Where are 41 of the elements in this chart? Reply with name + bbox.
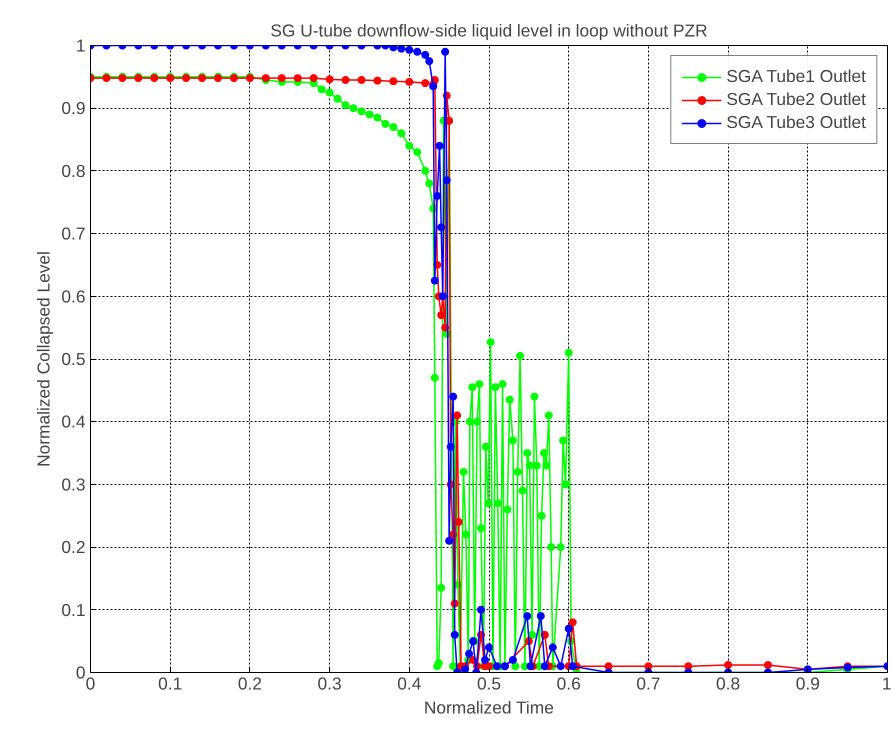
y-tick-label: 0.8 — [61, 160, 86, 181]
point — [342, 76, 350, 84]
x-tick-label: 0.5 — [476, 674, 502, 694]
point — [568, 618, 577, 626]
point — [326, 75, 334, 84]
y-axis-title: Normalized Collapsed Level — [33, 251, 54, 467]
legend-label: SGA Tube3 Outlet — [726, 112, 866, 133]
y-tick-label: 0.5 — [61, 349, 86, 369]
y-tick-label: 0.2 — [61, 537, 86, 558]
point — [421, 79, 430, 88]
point — [454, 518, 463, 526]
point — [453, 411, 462, 420]
x-tick-label: 0.6 — [556, 674, 581, 694]
point — [278, 74, 286, 82]
x-tick-label: 0.9 — [796, 674, 820, 694]
point — [310, 74, 318, 82]
point — [405, 78, 414, 86]
x-axis-title: Normalized Time — [424, 698, 554, 718]
y-tick-label: 1 — [76, 36, 86, 56]
y-tick-label: 0.4 — [61, 412, 86, 432]
x-tick-label: 0.8 — [716, 674, 740, 694]
x-tick-label: 0.4 — [397, 674, 422, 694]
y-tick-label: 0.7 — [61, 224, 86, 244]
point — [389, 77, 398, 86]
point — [294, 74, 302, 82]
x-tick-label: 0.2 — [238, 674, 262, 694]
y-tick-label: 0.1 — [61, 600, 86, 620]
y-tick-label: 0.3 — [61, 474, 86, 494]
point — [357, 76, 366, 84]
x-tick-label: 0.3 — [318, 674, 342, 694]
point — [724, 660, 732, 669]
legend-label: SGA Tube1 Outlet — [726, 66, 866, 87]
x-tick-label: 0.7 — [636, 674, 660, 694]
x-tick-label: 1 — [882, 674, 891, 694]
x-tick-label: 0.1 — [158, 674, 182, 694]
point — [373, 76, 382, 85]
chart-title: SG U-tube downflow-side liquid level in loop without PZR — [270, 20, 708, 40]
legend-label: SGA Tube2 Outlet — [726, 89, 866, 110]
y-tick-label: 0.6 — [61, 286, 86, 306]
y-tick-label: 0.9 — [61, 98, 86, 118]
point — [764, 660, 772, 669]
